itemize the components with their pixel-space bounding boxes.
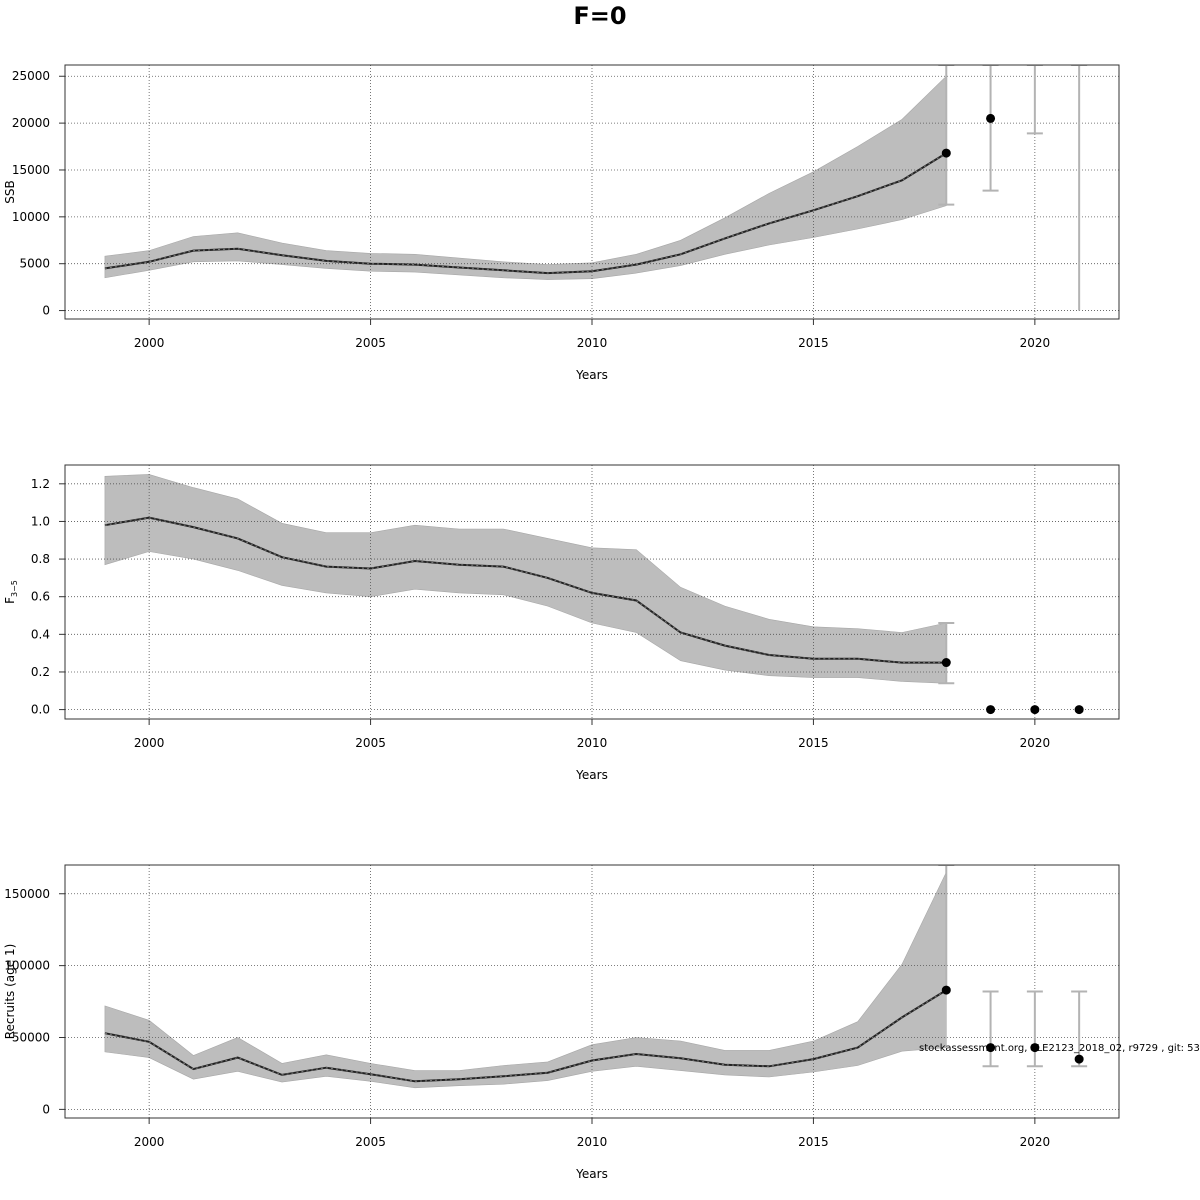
y-tick-label-recruits-50000: 50000 [12,1031,50,1045]
plot-area-ssb [65,65,1119,319]
x-tick-label-recruits-2000: 2000 [134,1135,165,1149]
x-tick-label-ssb-2010: 2010 [577,336,608,350]
series-line-overlay-fbar [104,517,947,664]
x-tick-label-fbar-2010: 2010 [577,736,608,750]
point-fbar-2018 [941,658,951,668]
x-axis-label-fbar: Years [575,768,608,782]
y-axis-label-fbar: F3−5 [3,580,19,604]
x-tick-label-recruits-2015: 2015 [798,1135,829,1149]
y-tick-label-ssb-20000: 20000 [12,116,50,130]
y-axis-label-ssb: SSB [3,180,17,203]
point-fbar-2021 [1074,705,1084,715]
panel-recruits: 2000 2005 2010 2015 2020 0 50000 100000 150000 Ye… [3,864,1120,1181]
x-tick-label-ssb-2005: 2005 [355,336,386,350]
footnote: stockassessment.org, PLE2123_2018_02, r9… [919,1043,1200,1054]
x-tick-label-ssb-2000: 2000 [134,336,165,350]
series-line-overlay-recruits [104,989,947,1082]
point-recruits-2018 [941,985,951,995]
point-ssb-2018 [941,148,951,158]
point-ssb-2019 [986,113,996,123]
y-tick-label-ssb-5000: 5000 [19,257,50,271]
x-tick-label-fbar-2005: 2005 [355,736,386,750]
plot-area-recruits [65,865,1119,1118]
y-tick-label-ssb-15000: 15000 [12,163,50,177]
point-recruits-2019 [986,1043,996,1053]
x-axis-label-ssb: Years [575,368,608,382]
y-tick-label-fbar-0.2: 0.2 [31,665,50,679]
y-tick-label-fbar-0.8: 0.8 [31,552,50,566]
y-tick-label-fbar-0: 0.0 [31,703,50,717]
point-recruits-2020 [1030,1043,1040,1053]
chart-title: F=0 [573,2,626,30]
series-line-ssb [104,152,947,275]
panel-fbar: 2000 2005 2010 2015 2020 0.0 0.2 0.4 0.6 0.8 1.0 1.… [3,464,1120,782]
y-tick-label-ssb-25000: 25000 [12,69,50,83]
x-tick-label-recruits-2020: 2020 [1020,1135,1051,1149]
y-tick-label-fbar-0.4: 0.4 [31,627,50,641]
x-tick-label-ssb-2020: 2020 [1020,336,1051,350]
y-tick-label-recruits-0: 0 [42,1102,50,1116]
plot-area-fbar [65,465,1119,719]
point-recruits-2021 [1074,1054,1084,1064]
y-axis-label-recruits: Recruits (age 1) [3,944,17,1040]
point-fbar-2019 [986,705,996,715]
panels: 2000 2005 2010 2015 202005000100001500020000… [3,64,1120,1181]
x-tick-label-fbar-2020: 2020 [1020,736,1051,750]
x-tick-label-ssb-2015: 2015 [798,336,829,350]
x-axis-label-recruits: Years [575,1167,608,1181]
point-fbar-2020 [1030,705,1040,715]
y-tick-label-fbar-1.2: 1.2 [31,477,50,491]
confidence-band-recruits [104,872,947,1089]
y-tick-label-fbar-0.6: 0.6 [31,590,50,604]
y-tick-label-fbar-1: 1.0 [31,514,50,528]
x-tick-label-recruits-2005: 2005 [355,1135,386,1149]
x-tick-label-fbar-2015: 2015 [798,736,829,750]
y-tick-label-ssb-10000: 10000 [12,210,50,224]
y-tick-label-recruits-150000: 150000 [4,887,50,901]
x-tick-label-fbar-2000: 2000 [134,736,165,750]
y-tick-label-recruits-100000: 100000 [4,959,50,973]
panel-ssb: 2000 2005 2010 2015 2020 0 5000 10000 15000 20000… [3,64,1120,382]
confidence-band-fbar [104,474,947,684]
y-tick-label-ssb-0: 0 [42,304,50,318]
x-tick-label-recruits-2010: 2010 [577,1135,608,1149]
